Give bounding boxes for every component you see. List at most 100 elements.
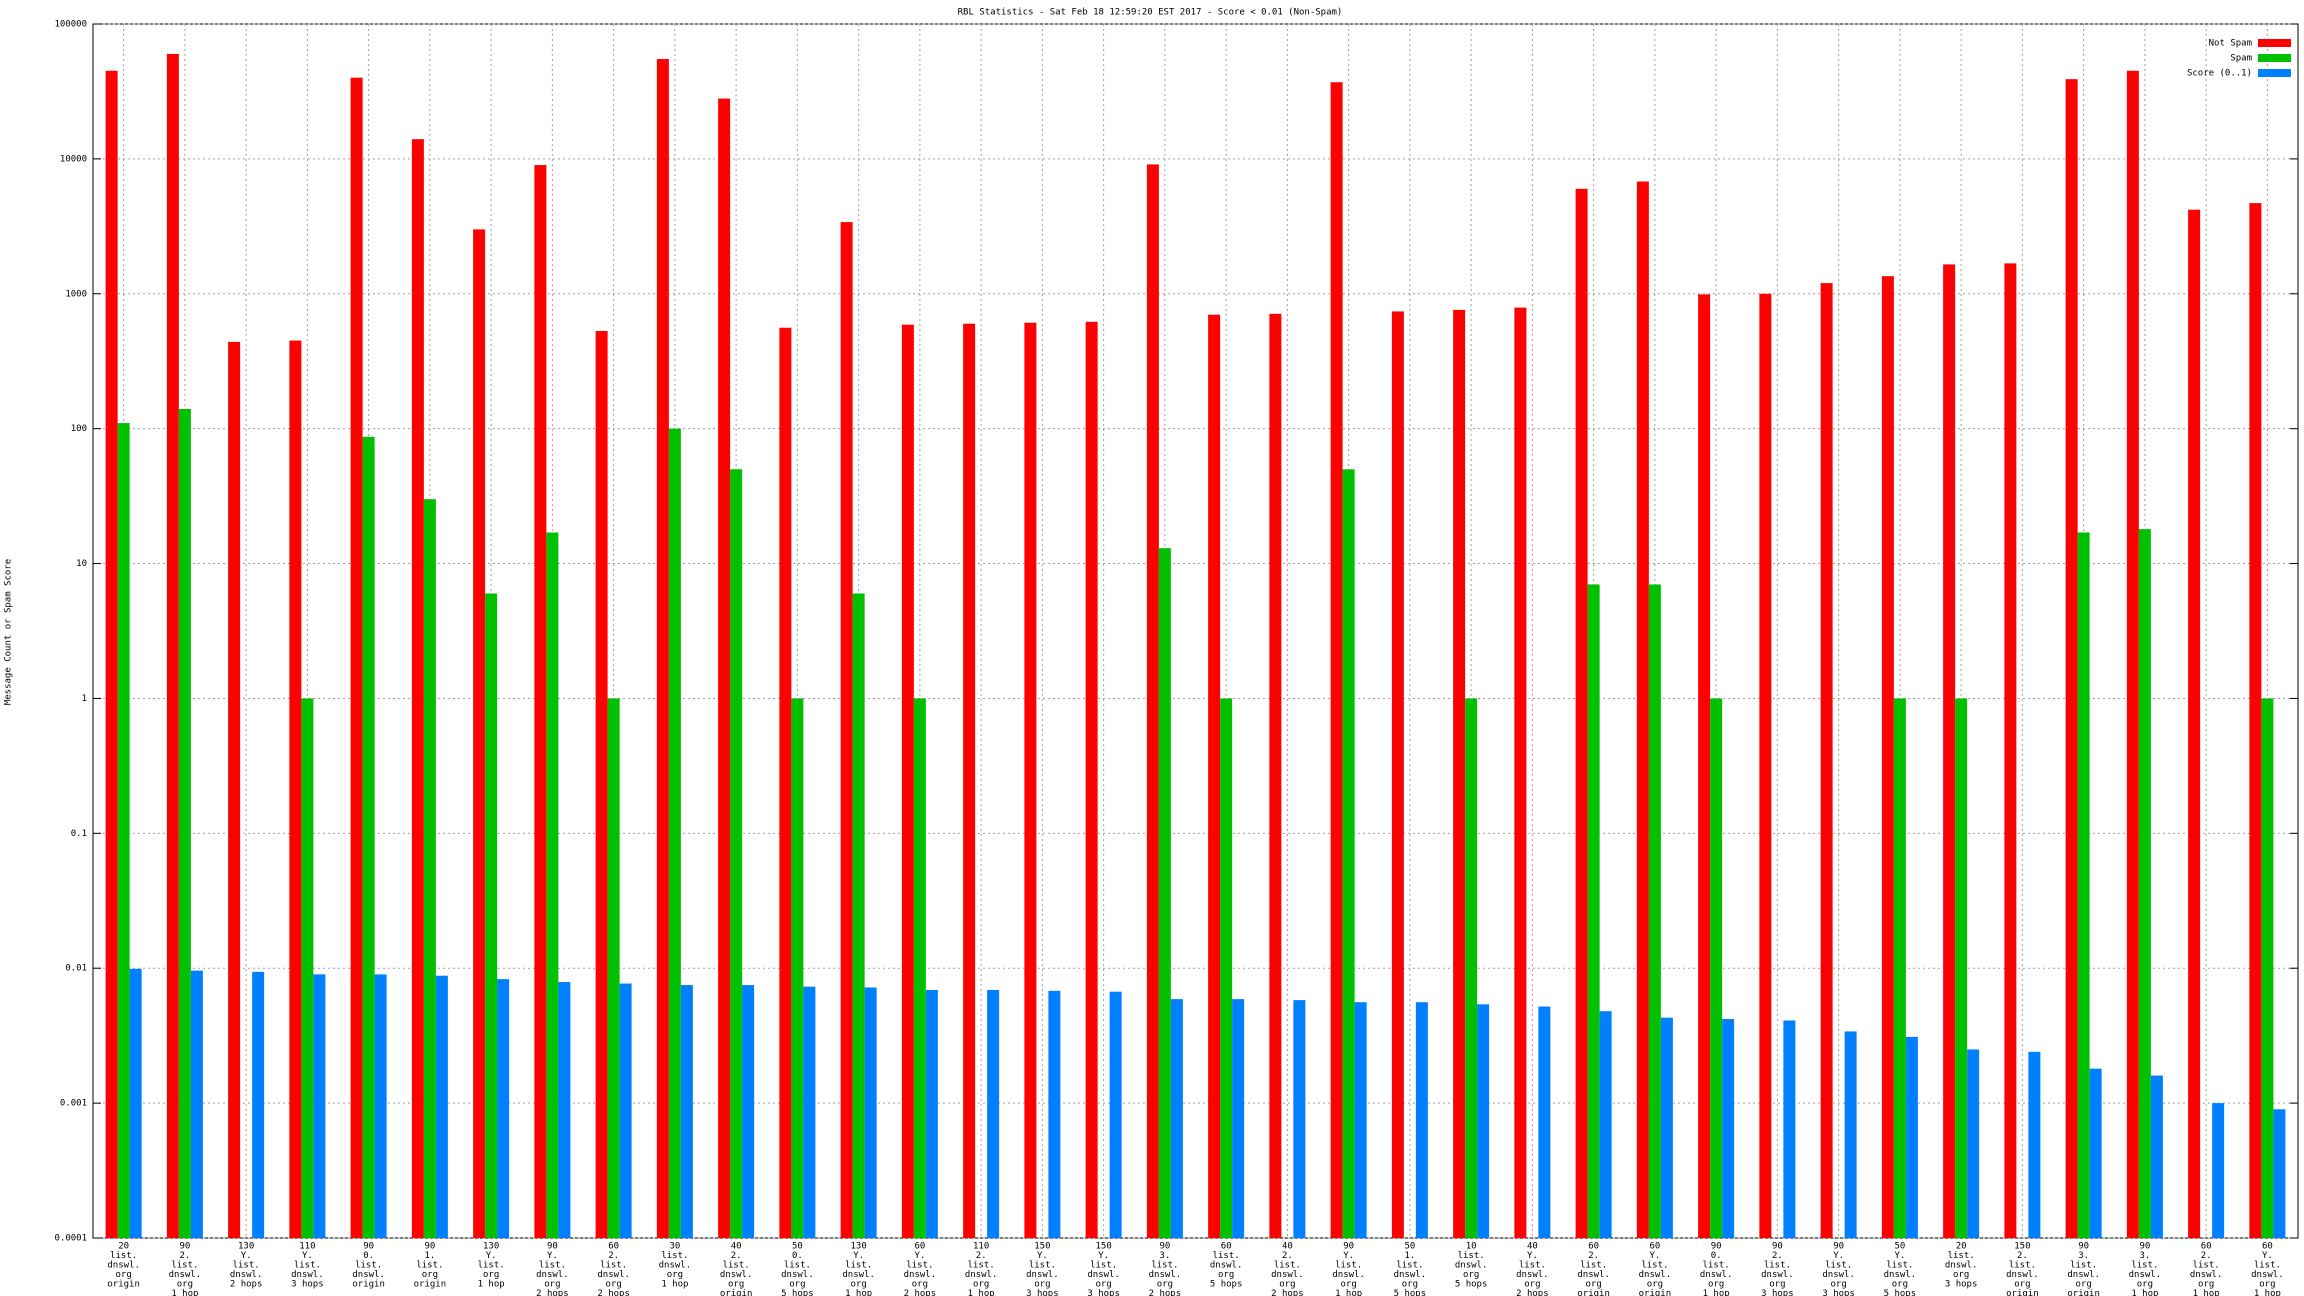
x-tick-label: org <box>912 1280 928 1290</box>
x-tick-label: dnswl. <box>1761 1270 1794 1280</box>
bar <box>178 408 191 1238</box>
bar <box>1955 698 1968 1238</box>
x-tick-label: 3 hops <box>1026 1289 1059 1296</box>
y-tick-label: 100000 <box>54 20 87 30</box>
bar <box>1514 307 1527 1238</box>
x-tick-label: list. <box>661 1251 688 1261</box>
bar <box>228 341 241 1238</box>
bar <box>1648 584 1661 1238</box>
x-tick-label: 1 hop <box>2193 1289 2220 1296</box>
bar <box>435 975 448 1238</box>
x-tick-label: 2. <box>608 1251 619 1261</box>
x-tick-label: list. <box>171 1261 198 1271</box>
legend-swatch <box>2258 54 2291 62</box>
x-tick-label: org <box>605 1280 621 1290</box>
x-tick-label: list. <box>1764 1261 1791 1271</box>
x-tick-label: org <box>1279 1280 1295 1290</box>
x-tick-label: Y. <box>914 1251 925 1261</box>
x-tick-label: 90 <box>1711 1242 1722 1252</box>
x-tick-label: Y. <box>241 1251 252 1261</box>
bar <box>362 436 375 1239</box>
x-tick-label: 110 <box>299 1242 315 1252</box>
x-tick-label: list. <box>539 1261 566 1271</box>
x-tick-label: org <box>1830 1280 1846 1290</box>
bar <box>656 59 669 1238</box>
x-tick-label: org <box>1340 1280 1356 1290</box>
x-tick-label: dnswl. <box>1271 1270 1304 1280</box>
x-tick-label: org <box>1647 1280 1663 1290</box>
x-tick-label: 150 <box>1034 1242 1050 1252</box>
x-tick-label: 1. <box>424 1251 435 1261</box>
x-tick-label: list. <box>2070 1261 2097 1271</box>
x-tick-label: 0. <box>1711 1251 1722 1261</box>
x-tick-label: dnswl. <box>1884 1270 1917 1280</box>
x-tick-label: Y. <box>1894 1251 1905 1261</box>
x-tick-label: 3 hops <box>1822 1289 1855 1296</box>
x-tick-label: origin <box>107 1280 140 1290</box>
x-tick-label: dnswl. <box>1945 1261 1978 1271</box>
bar <box>2065 79 2078 1238</box>
x-tick-label: 2. <box>2017 1251 2028 1261</box>
x-tick-label: 2. <box>179 1251 190 1261</box>
x-tick-label: 1 hop <box>478 1280 505 1290</box>
x-tick-label: 90 <box>2078 1242 2089 1252</box>
x-tick-label: origin <box>1639 1289 1672 1296</box>
x-tick-label: list. <box>233 1261 260 1271</box>
x-tick-label: list. <box>2009 1261 2036 1271</box>
x-tick-label: dnswl. <box>1455 1261 1488 1271</box>
x-tick-label: dnswl. <box>291 1270 324 1280</box>
x-tick-label: 2. <box>1772 1251 1783 1261</box>
x-tick-label: list. <box>1274 1261 1301 1271</box>
bar <box>2004 263 2017 1238</box>
x-tick-label: org <box>850 1280 866 1290</box>
legend-swatch <box>2258 69 2291 77</box>
x-tick-label: dnswl. <box>230 1270 263 1280</box>
x-tick-label: dnswl. <box>842 1270 875 1280</box>
x-tick-label: org <box>973 1280 989 1290</box>
x-tick-label: 1 hop <box>2254 1289 2281 1296</box>
bar <box>1330 82 1343 1239</box>
bar <box>1415 1002 1428 1238</box>
legend-label: Spam <box>2230 54 2252 64</box>
y-tick-label: 1000 <box>65 289 87 299</box>
bar <box>2261 698 2274 1238</box>
x-tick-label: list. <box>2193 1261 2220 1271</box>
x-tick-label: list. <box>1458 1251 1485 1261</box>
bar <box>1538 1006 1551 1238</box>
bar <box>350 77 363 1238</box>
bar <box>1109 991 1122 1238</box>
bar <box>1048 990 1061 1238</box>
x-tick-label: dnswl. <box>1332 1270 1365 1280</box>
bar <box>558 982 571 1238</box>
x-tick-label: org <box>2137 1280 2153 1290</box>
x-tick-label: 60 <box>2201 1242 2212 1252</box>
x-tick-label: 150 <box>2014 1242 2030 1252</box>
y-tick-label: 10000 <box>60 154 87 164</box>
bar <box>1599 1011 1612 1238</box>
x-tick-label: 3. <box>1159 1251 1170 1261</box>
x-tick-label: 2. <box>1282 1251 1293 1261</box>
bar <box>1660 1017 1673 1238</box>
bar <box>1587 584 1600 1238</box>
x-tick-label: list. <box>1396 1261 1423 1271</box>
bar <box>1820 283 1833 1238</box>
y-tick-label: 0.001 <box>60 1099 87 1109</box>
bar <box>1453 309 1466 1238</box>
x-tick-label: dnswl. <box>2006 1270 2039 1280</box>
bar <box>289 340 302 1238</box>
x-tick-label: 50 <box>792 1242 803 1252</box>
x-tick-label: org <box>1524 1280 1540 1290</box>
x-tick-label: 90 <box>179 1242 190 1252</box>
x-tick-label: dnswl. <box>2251 1270 2284 1280</box>
x-tick-label: 40 <box>731 1242 742 1252</box>
bar <box>1342 469 1355 1238</box>
x-tick-label: 1 hop <box>171 1289 198 1296</box>
bar <box>1844 1031 1857 1238</box>
x-tick-label: dnswl. <box>169 1270 202 1280</box>
x-tick-label: 130 <box>850 1242 866 1252</box>
bar <box>374 974 387 1238</box>
x-tick-label: Y. <box>1343 1251 1354 1261</box>
bar <box>963 323 976 1238</box>
x-tick-label: list. <box>2254 1261 2281 1271</box>
